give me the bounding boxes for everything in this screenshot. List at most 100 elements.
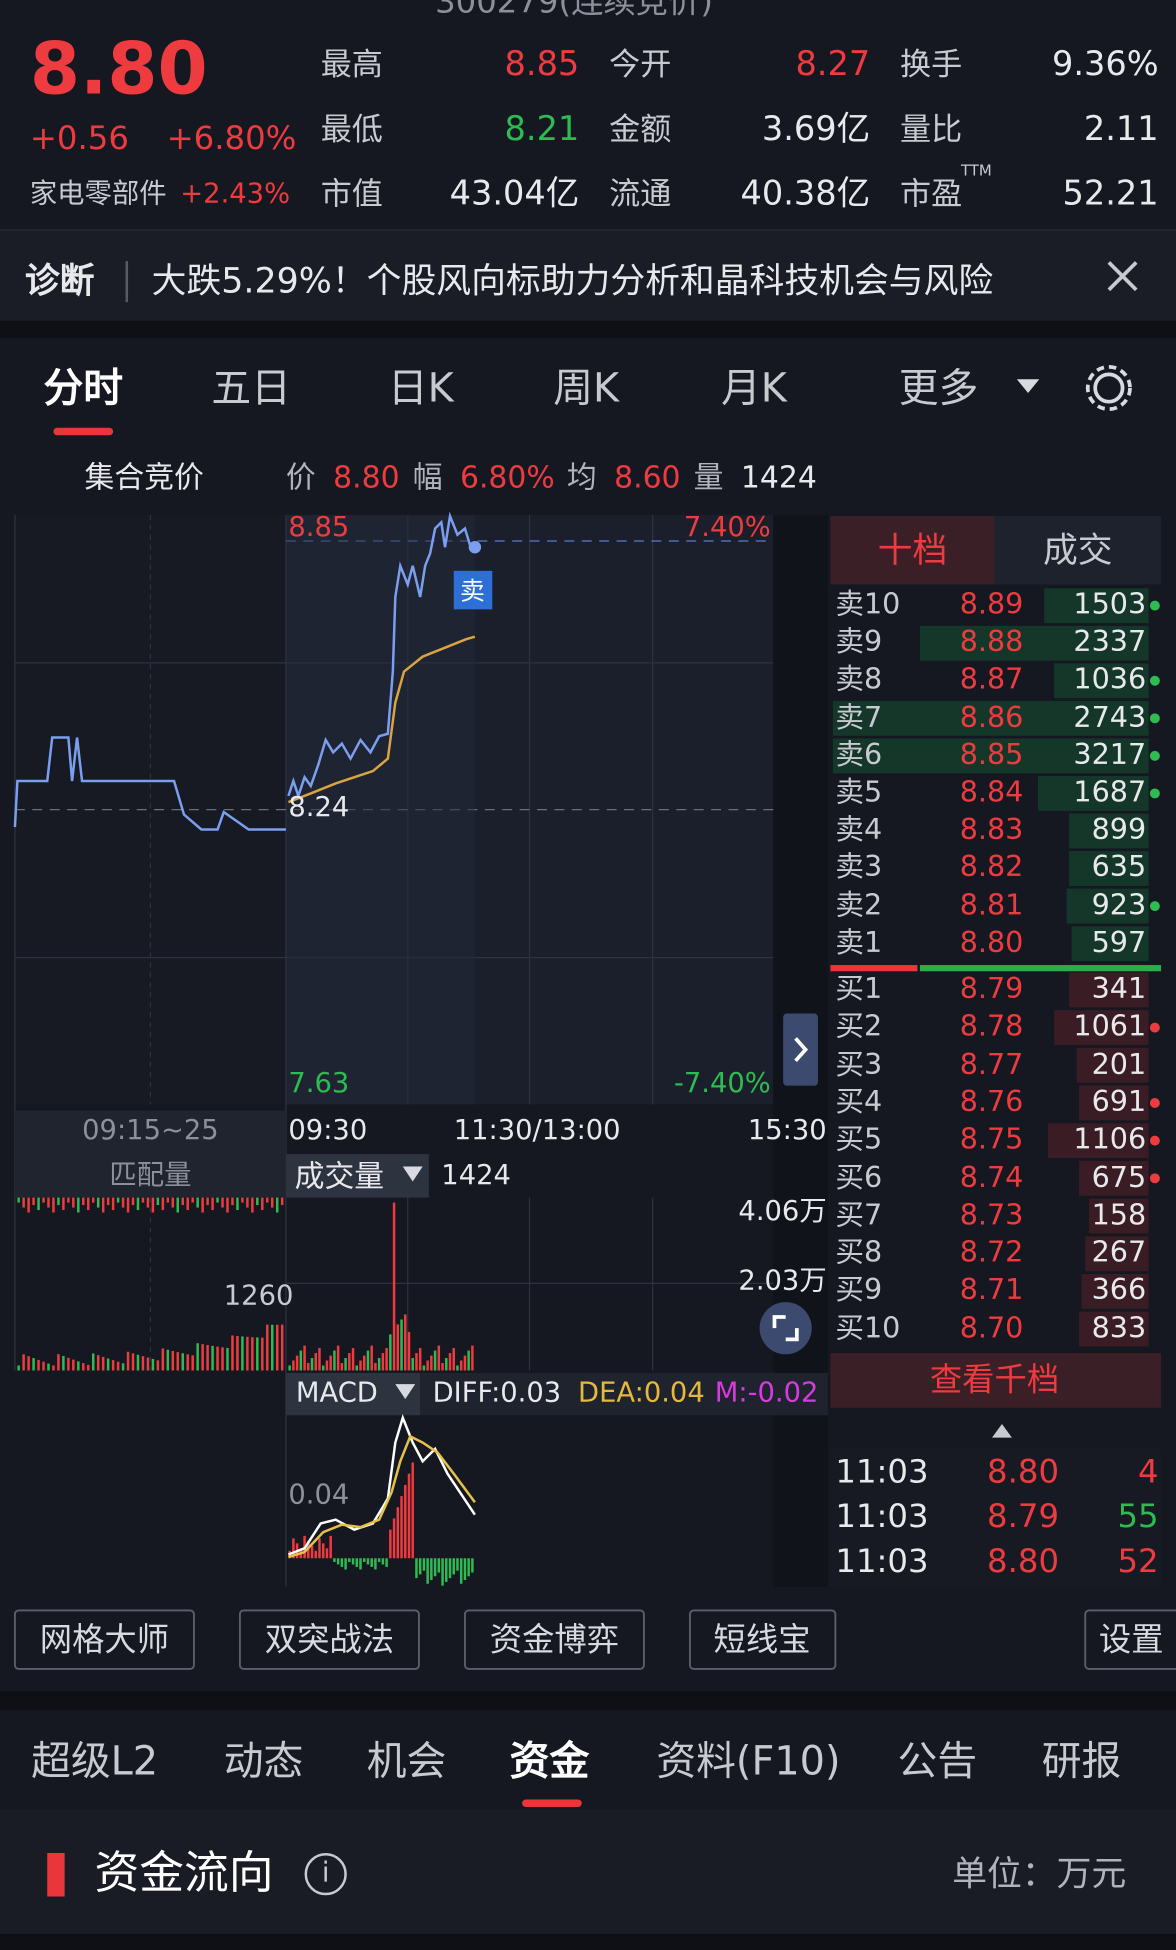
tool-button[interactable]: 双突战法 [264,1621,395,1659]
bottom-tab[interactable]: 动态 [223,1737,304,1785]
volume-bar [325,1360,329,1371]
auction-bar [206,1197,209,1206]
auction-bar [251,1337,254,1371]
bottom-tab[interactable]: 研报 [1041,1737,1122,1785]
auction-bar [256,1197,259,1206]
bid-price: 8.76 [959,1086,1024,1119]
bid-price: 8.70 [959,1312,1024,1345]
tool-button[interactable]: 设置 [1098,1621,1164,1659]
chart-tab[interactable]: 五日 [211,364,291,412]
bottom-tab[interactable]: 资料(F10) [656,1737,841,1785]
band [0,1933,1176,1950]
macd-bar-up [292,1538,295,1559]
ask-depth-bar [919,625,1149,661]
auction-bar [261,1197,264,1211]
auction-bar [32,1358,35,1371]
auction-bar [136,1197,140,1211]
stat-value: 8.21 [504,110,580,149]
stock-code: 300279(连续竞价) [435,0,713,22]
bid-label: 买4 [835,1086,883,1119]
tool-button[interactable]: 资金博弈 [489,1621,620,1659]
macd-bar-up [321,1543,325,1559]
ask-volume: 1687 [1073,776,1147,809]
auction-bar [166,1197,170,1203]
macd-bar-down [374,1558,377,1570]
book-divider [919,965,1162,972]
fullscreen-button[interactable] [759,1302,812,1355]
bottom-tab[interactable]: 机会 [366,1737,447,1785]
order-tab-active[interactable] [830,516,995,585]
order-tab-label[interactable]: 成交 [1042,529,1113,571]
order-tab-label[interactable]: 十档 [877,529,948,571]
chart-tab[interactable]: 更多 [898,364,979,412]
macd-bar-up [318,1538,321,1559]
auction-bar [27,1356,30,1371]
bid-price: 8.74 [959,1161,1024,1194]
bottom-tab[interactable]: 公告 [897,1737,978,1785]
bid-label: 买6 [835,1161,883,1194]
low-price: 7.63 [288,1068,350,1100]
bottom-tab[interactable]: 资金 [509,1737,590,1785]
bid-volume: 691 [1091,1086,1147,1119]
ask-depth-bar [832,700,1149,736]
expand-button[interactable] [783,1013,818,1086]
quote-value: 8.60 [614,460,681,495]
order-tab[interactable] [994,516,1162,585]
macd-tab[interactable]: MACD [295,1377,378,1410]
ask-label: 卖1 [835,926,883,960]
chart-tab[interactable]: 分时 [43,364,124,412]
volume-bar [336,1345,340,1371]
bid-volume: 833 [1091,1312,1147,1345]
auction-bar [116,1197,120,1203]
trade-time: 11:03 [835,1543,929,1581]
auction-bar [176,1352,180,1371]
ask-depth-bar [1071,926,1149,962]
chart-tab[interactable]: 周K [553,364,620,412]
bid-depth-bar [1047,1123,1149,1159]
ask-volume: 2743 [1073,701,1147,734]
info-label[interactable]: i [321,1857,330,1890]
volume-bar [471,1345,474,1371]
volume-bar [314,1353,317,1371]
macd-bar-down [377,1558,381,1562]
auction-bar [151,1197,155,1213]
macd-bar-down [366,1558,370,1565]
bottom-tab[interactable]: 超级L2 [31,1737,159,1785]
tool-buttons[interactable] [13,1609,1176,1670]
ask-depth-bar [1069,813,1149,849]
chart-tab[interactable]: 月K [721,364,787,412]
ask-dot [1149,788,1160,799]
ask-dot [1149,901,1160,912]
band [0,1691,1176,1710]
ask-volume: 899 [1091,814,1147,847]
more-depth[interactable]: 查看千档 [929,1361,1060,1400]
bid-depth-bar [1079,1160,1149,1196]
auction-bar [42,1197,45,1203]
volume-tab[interactable]: 成交量 [294,1159,385,1194]
volume-bar [437,1345,441,1371]
ask-label: 卖6 [835,739,883,772]
auction-bar [126,1351,130,1371]
dea-line [288,1434,476,1559]
bid-dot [1149,1173,1160,1184]
diagnosis-text[interactable]: 大跌5.29%！个股风向标助力分析和晶科技机会与风险 [151,259,994,301]
volume-bar [348,1353,351,1371]
ask-label: 卖8 [835,663,883,697]
bid-depth-bar [1085,1236,1149,1272]
tool-button[interactable]: 短线宝 [713,1621,811,1659]
chart-tab[interactable]: 日K [387,364,454,412]
bid-label: 买5 [835,1123,883,1157]
auction-bar [62,1355,65,1371]
tool-button[interactable]: 网格大师 [39,1621,170,1659]
info-icon[interactable] [304,1852,347,1896]
auction-bar [146,1197,150,1208]
auction-bar [181,1353,184,1371]
ask-depth-bar [1069,851,1149,886]
volume-bar [299,1350,303,1371]
ask-volume: 3217 [1073,739,1147,772]
bid-depth-bar [1069,972,1149,1008]
volume-bar [381,1353,385,1371]
auction-bar [136,1354,140,1371]
more-depth-bg[interactable] [830,1353,1162,1408]
auction-bar [72,1197,75,1208]
